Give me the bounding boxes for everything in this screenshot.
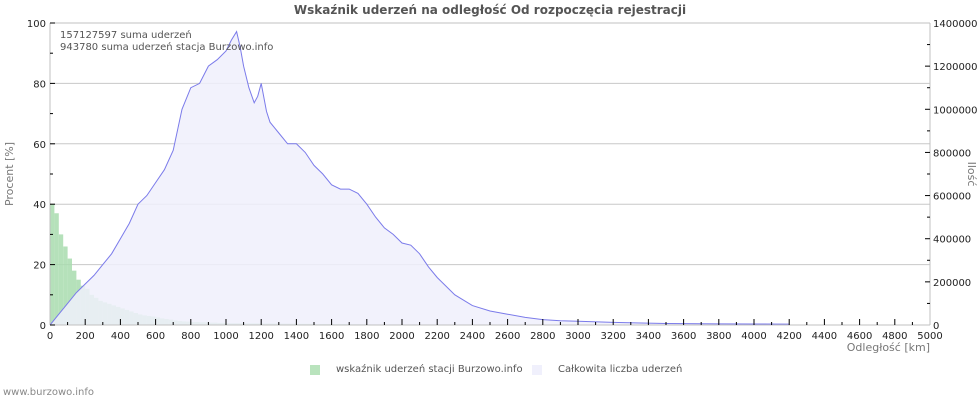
y-right-tick-label: 400000: [933, 235, 971, 246]
x-tick-label: 4600: [847, 331, 872, 342]
x-tick-label: 1200: [248, 331, 273, 342]
y-right-tick-label: 0: [933, 321, 939, 332]
legend-item-station: wskaźnik uderzeń stacji Burzowo.info: [310, 364, 523, 375]
chart-title: Wskaźnik uderzeń na odległość Od rozpocz…: [293, 3, 687, 17]
y-left-tick-label: 0: [40, 321, 46, 332]
x-tick-label: 3600: [671, 331, 696, 342]
y-left-tick-label: 20: [33, 261, 46, 272]
station-strikes-text: 943780 suma uderzeń stacja Burzowo.info: [60, 42, 274, 53]
x-tick-label: 5000: [917, 331, 942, 342]
y-left-axis-title: Procent [%]: [3, 142, 16, 206]
y-right-tick-label: 200000: [933, 278, 971, 289]
x-tick-label: 4800: [882, 331, 907, 342]
x-tick-label: 400: [111, 331, 130, 342]
x-tick-label: 200: [76, 331, 95, 342]
station-bar: [58, 234, 64, 325]
x-tick-label: 0: [47, 331, 53, 342]
station-bar: [67, 258, 72, 325]
legend-item-total: Całkowita liczba uderzeń: [532, 364, 682, 375]
legend-swatch-green: [310, 364, 320, 375]
y-left-tick-label: 60: [33, 140, 46, 151]
legend-label-total: Całkowita liczba uderzeń: [558, 364, 683, 375]
x-tick-label: 800: [181, 331, 200, 342]
y-left-tick-label: 40: [33, 200, 46, 211]
summary-info: 157127597 suma uderzeń 943780 suma uderz…: [60, 30, 273, 54]
total-strikes-text: 157127597 suma uderzeń: [60, 30, 192, 41]
x-tick-label: 3200: [600, 331, 625, 342]
x-tick-label: 4200: [776, 331, 801, 342]
x-tick-label: 1800: [354, 331, 379, 342]
legend-label-station: wskaźnik uderzeń stacji Burzowo.info: [336, 364, 523, 375]
y-right-tick-label: 1200000: [933, 62, 978, 73]
y-right-tick-label: 1000000: [933, 105, 978, 116]
x-tick-label: 2400: [460, 331, 485, 342]
total-strikes-area-series: [49, 30, 790, 326]
station-bar: [54, 213, 59, 325]
x-tick-label: 3400: [636, 331, 661, 342]
x-tick-label: 3000: [565, 331, 590, 342]
legend-swatch-lavender: [532, 364, 542, 375]
footer-url: www.burzowo.info: [3, 387, 95, 398]
x-tick-label: 1600: [319, 331, 344, 342]
y-right-tick-label: 1400000: [933, 19, 978, 30]
x-tick-label: 3800: [706, 331, 731, 342]
x-axis-title: Odległość [km]: [847, 341, 930, 354]
station-bar: [63, 246, 68, 325]
x-tick-label: 1400: [284, 331, 309, 342]
y-right-axis-title: Ilość: [965, 162, 978, 187]
total-area-fill: [50, 31, 790, 325]
x-tick-label: 4000: [741, 331, 766, 342]
x-tick-label: 2000: [389, 331, 414, 342]
x-tick-label: 2200: [424, 331, 449, 342]
total-area-line: [49, 30, 790, 326]
x-tick-label: 600: [146, 331, 165, 342]
x-tick-label: 4400: [812, 331, 837, 342]
y-left-tick-label: 100: [27, 19, 46, 30]
y-right-tick-label: 600000: [933, 192, 971, 203]
y-right-tick-label: 800000: [933, 148, 971, 159]
x-tick-label: 1000: [213, 331, 238, 342]
axis-ticks: 0 200 400 600 800 1000 1200 1400 1600 1800 2000 220…: [27, 19, 978, 342]
x-tick-label: 2600: [495, 331, 520, 342]
x-tick-label: 2800: [530, 331, 555, 342]
y-left-tick-label: 80: [33, 79, 46, 90]
